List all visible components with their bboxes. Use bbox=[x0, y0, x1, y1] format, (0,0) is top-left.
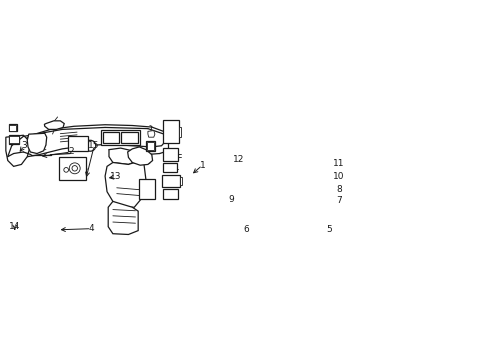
Bar bbox=[101, 130, 140, 145]
Bar bbox=[121, 132, 138, 143]
Text: 1: 1 bbox=[199, 161, 205, 170]
Polygon shape bbox=[12, 125, 167, 157]
Polygon shape bbox=[105, 161, 145, 207]
Text: 7: 7 bbox=[335, 196, 341, 205]
Circle shape bbox=[64, 167, 68, 172]
Bar bbox=[68, 136, 88, 151]
Bar bbox=[180, 177, 182, 185]
Polygon shape bbox=[44, 121, 64, 129]
Bar bbox=[9, 135, 20, 144]
Bar bbox=[163, 163, 177, 172]
Text: 4: 4 bbox=[88, 224, 94, 233]
Text: 14: 14 bbox=[9, 222, 20, 231]
Polygon shape bbox=[27, 133, 47, 153]
Bar bbox=[59, 157, 85, 180]
Bar bbox=[161, 175, 180, 187]
Text: 5: 5 bbox=[326, 225, 331, 234]
Bar bbox=[163, 189, 178, 199]
Bar bbox=[103, 132, 119, 143]
Text: 6: 6 bbox=[243, 225, 248, 234]
Bar bbox=[146, 142, 153, 150]
Text: 13: 13 bbox=[109, 172, 121, 181]
Bar bbox=[178, 127, 181, 137]
Polygon shape bbox=[147, 131, 155, 137]
Bar bbox=[163, 121, 179, 143]
Text: 3: 3 bbox=[21, 141, 27, 150]
Text: 15: 15 bbox=[88, 141, 100, 150]
Polygon shape bbox=[108, 201, 138, 234]
Circle shape bbox=[69, 163, 80, 174]
Bar bbox=[9, 124, 17, 131]
Polygon shape bbox=[6, 135, 31, 166]
Bar bbox=[9, 125, 16, 131]
Text: 11: 11 bbox=[333, 159, 344, 168]
Text: 12: 12 bbox=[233, 155, 244, 164]
Circle shape bbox=[72, 166, 77, 171]
Bar bbox=[163, 148, 178, 161]
Circle shape bbox=[85, 140, 96, 151]
Polygon shape bbox=[127, 147, 152, 165]
Text: 10: 10 bbox=[333, 172, 344, 181]
Bar bbox=[138, 179, 155, 199]
Text: 2: 2 bbox=[68, 148, 74, 157]
Text: 9: 9 bbox=[228, 195, 234, 204]
Bar bbox=[9, 136, 19, 143]
Polygon shape bbox=[109, 148, 138, 165]
Bar bbox=[145, 141, 154, 151]
Text: 8: 8 bbox=[335, 185, 341, 194]
